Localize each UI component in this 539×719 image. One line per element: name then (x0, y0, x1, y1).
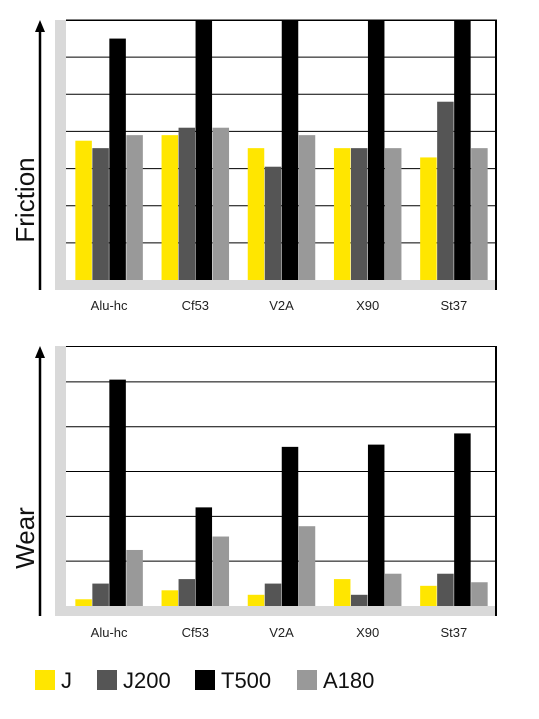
bar-j-cf53 (161, 590, 179, 606)
legend-swatch-a180 (297, 670, 317, 690)
x-tick-label: Cf53 (182, 625, 209, 640)
x-tick-label: Alu-hc (91, 298, 128, 313)
bar-t500-st37 (454, 433, 471, 606)
axis-band-left (55, 20, 66, 290)
x-tick-label: St37 (441, 625, 468, 640)
bar-j200-alu-hc (92, 148, 109, 280)
y-axis-arrowhead (35, 346, 45, 358)
x-tick-label: Alu-hc (91, 625, 128, 640)
legend-swatch-t500 (195, 670, 215, 690)
bar-j-st37 (420, 585, 437, 606)
bar-j200-st37 (437, 573, 454, 606)
bar-j200-x90 (350, 594, 368, 606)
bar-j200-cf53 (178, 579, 196, 606)
axis-band-bottom (55, 606, 497, 616)
bar-a180-st37 (471, 148, 488, 280)
bar-j-v2a (247, 148, 265, 280)
wear-chart: Alu-hc Cf53 V2A X90 St37 Wear (10, 346, 497, 640)
legend-label-t500: T500 (221, 668, 271, 693)
legend-label-j: J (61, 668, 72, 693)
bar-j200-cf53 (178, 127, 196, 280)
bar-a180-x90 (384, 573, 402, 606)
bar-a180-v2a (298, 135, 316, 280)
bar-j200-alu-hc (92, 583, 109, 606)
x-tick-label: Cf53 (182, 298, 209, 313)
bar-j-alu-hc (75, 599, 92, 606)
bar-a180-alu-hc (126, 135, 143, 280)
bar-j-v2a (247, 594, 265, 606)
bar-a180-v2a (298, 526, 316, 606)
legend-swatch-j200 (97, 670, 117, 690)
bar-t500-alu-hc (109, 379, 126, 606)
bar-t500-cf53 (195, 507, 213, 606)
y-axis-label: Friction (10, 157, 40, 242)
bar-t500-alu-hc (109, 38, 126, 281)
bar-j-x90 (333, 148, 351, 280)
legend-label-j200: J200 (123, 668, 171, 693)
legend-label-a180: A180 (323, 668, 374, 693)
axis-band-left (55, 346, 66, 616)
bar-j200-v2a (264, 583, 282, 606)
bar-t500-x90 (367, 444, 385, 606)
bar-j200-v2a (264, 166, 282, 280)
legend: J J200 T500 A180 (35, 668, 374, 693)
x-tick-label: V2A (269, 625, 294, 640)
bar-j-cf53 (161, 135, 179, 280)
x-tick-label: X90 (356, 625, 379, 640)
friction-chart: Alu-hc Cf53 V2A X90 St37 Friction (10, 19, 497, 313)
bar-t500-x90 (367, 20, 385, 280)
bar-a180-cf53 (212, 536, 230, 606)
legend-swatch-j (35, 670, 55, 690)
bar-t500-v2a (281, 446, 299, 606)
bar-j200-st37 (437, 101, 454, 280)
x-tick-label: V2A (269, 298, 294, 313)
bar-t500-v2a (281, 20, 299, 280)
axis-band-bottom (55, 280, 497, 290)
bar-t500-st37 (454, 20, 471, 280)
x-tick-label: St37 (441, 298, 468, 313)
x-tick-label: X90 (356, 298, 379, 313)
bar-t500-cf53 (195, 20, 213, 280)
y-axis-arrowhead (35, 20, 45, 32)
y-axis-label: Wear (10, 507, 40, 569)
bar-a180-x90 (384, 148, 402, 280)
bar-j-x90 (333, 579, 351, 606)
bar-j-alu-hc (75, 140, 92, 280)
bar-a180-alu-hc (126, 549, 143, 606)
bar-a180-cf53 (212, 127, 230, 280)
bar-j-st37 (420, 157, 437, 280)
bar-a180-st37 (471, 582, 488, 606)
bar-j200-x90 (350, 148, 368, 280)
